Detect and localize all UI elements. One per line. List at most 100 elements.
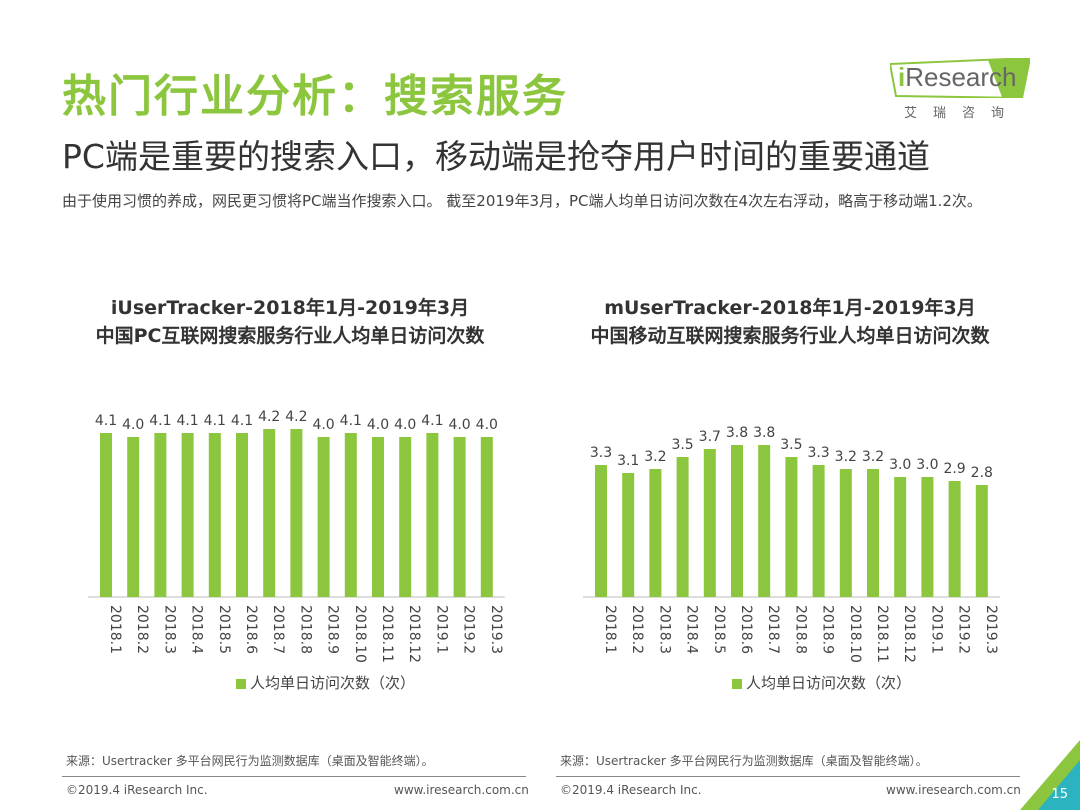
data-label-2018.7: 4.2 bbox=[258, 409, 280, 425]
bar-2019.1 bbox=[426, 433, 439, 597]
data-label-2018.3: 3.2 bbox=[644, 449, 666, 465]
data-label-2018.1: 3.3 bbox=[590, 445, 612, 461]
bar-2018.10 bbox=[344, 433, 357, 597]
data-label-2018.4: 3.5 bbox=[671, 437, 693, 453]
tick-label-2018.3: 2018.3 bbox=[161, 605, 177, 654]
legend-swatch-pc bbox=[236, 678, 246, 689]
page-subtitle: PC端是重要的搜索入口，移动端是抢夺用户时间的重要通道 bbox=[62, 137, 930, 176]
footer-divider-right bbox=[556, 776, 1020, 777]
tick-label-2018.10: 2018.10 bbox=[847, 605, 863, 663]
tick-label-2018.9: 2018.9 bbox=[820, 605, 836, 654]
data-label-2018.3: 4.1 bbox=[149, 413, 171, 429]
page-description: 由于使用习惯的养成，网民更习惯将PC端当作搜索入口。 截至2019年3月，PC端… bbox=[62, 192, 982, 210]
bar-2018.10 bbox=[839, 469, 852, 597]
data-label-2018.12: 3.0 bbox=[889, 457, 911, 473]
bar-2019.3 bbox=[480, 437, 493, 597]
tick-label-2019.3: 2019.3 bbox=[983, 605, 999, 654]
tick-label-2018.8: 2018.8 bbox=[297, 605, 313, 654]
logo-banner-shape bbox=[890, 58, 1030, 98]
bar-2018.6 bbox=[236, 433, 248, 597]
tick-label-2018.4: 2018.4 bbox=[189, 605, 205, 654]
tick-label-2018.7: 2018.7 bbox=[765, 605, 781, 654]
footer-copyright-left: ©2019.4 iResearch Inc. bbox=[66, 783, 208, 797]
tick-label-2018.10: 2018.10 bbox=[352, 605, 368, 663]
data-label-2018.6: 3.8 bbox=[726, 425, 748, 441]
legend-pc: 人均单日访问次数（次） bbox=[236, 672, 415, 693]
source-note-mobile: 来源：Usertracker 多平台网民行为监测数据库（桌面及智能终端）。 bbox=[560, 754, 928, 768]
chart-title-pc-line1: iUserTracker-2018年1月-2019年3月 bbox=[110, 297, 470, 319]
bar-2018.3 bbox=[154, 433, 167, 597]
bar-2018.6 bbox=[731, 445, 743, 597]
bar-2018.4 bbox=[181, 433, 194, 597]
footer-copyright-right: ©2019.4 iResearch Inc. bbox=[560, 783, 702, 797]
bar-2018.2 bbox=[127, 437, 140, 597]
data-label-2018.7: 3.8 bbox=[753, 425, 775, 441]
chart-title-pc: iUserTracker-2018年1月-2019年3月 中国PC互联网搜索服务… bbox=[40, 294, 540, 350]
tick-label-2019.2: 2019.2 bbox=[461, 605, 477, 654]
data-label-2019.1: 3.0 bbox=[916, 457, 938, 473]
tick-label-2018.1: 2018.1 bbox=[107, 605, 123, 654]
chart-mobile: 3.3 2018.1 3.1 2018.2 3.2 2018.3 3.5 2018.4 3.7 2… bbox=[583, 425, 1000, 663]
footer-divider-left bbox=[62, 776, 526, 777]
bar-2018.11 bbox=[372, 437, 384, 597]
tick-label-2019.2: 2019.2 bbox=[956, 605, 972, 654]
data-label-2018.2: 3.1 bbox=[617, 453, 639, 469]
bar-2018.4 bbox=[676, 457, 689, 597]
tick-label-2019.1: 2019.1 bbox=[928, 605, 944, 654]
bar-2018.9 bbox=[317, 437, 330, 597]
page-number: 15 bbox=[1051, 787, 1068, 802]
data-label-2018.9: 3.3 bbox=[807, 445, 829, 461]
tick-label-2018.6: 2018.6 bbox=[243, 605, 259, 654]
tick-label-2018.5: 2018.5 bbox=[216, 605, 232, 654]
data-label-2019.3: 4.0 bbox=[476, 417, 498, 433]
footer-website-left: www.iresearch.com.cn bbox=[394, 783, 529, 797]
tick-label-2018.3: 2018.3 bbox=[656, 605, 672, 654]
bar-2018.7 bbox=[263, 429, 276, 597]
legend-swatch-mobile bbox=[732, 678, 742, 689]
legend-label-pc: 人均单日访问次数（次） bbox=[250, 674, 416, 692]
tick-label-2019.1: 2019.1 bbox=[433, 605, 449, 654]
data-label-2019.2: 4.0 bbox=[448, 417, 470, 433]
bar-2019.2 bbox=[948, 481, 961, 597]
tick-label-2018.2: 2018.2 bbox=[629, 605, 645, 654]
chart-title-mobile-line1: mUserTracker-2018年1月-2019年3月 bbox=[604, 297, 976, 319]
bar-2019.1 bbox=[921, 477, 934, 597]
data-label-2018.5: 3.7 bbox=[699, 429, 721, 445]
bar-2018.5 bbox=[208, 433, 221, 597]
data-label-2018.11: 4.0 bbox=[367, 417, 389, 433]
bar-2018.9 bbox=[812, 465, 825, 597]
chart-title-mobile-line2: 中国移动互联网搜索服务行业人均单日访问次数 bbox=[590, 325, 990, 347]
data-label-2018.1: 4.1 bbox=[95, 413, 117, 429]
chart-title-mobile: mUserTracker-2018年1月-2019年3月 中国移动互联网搜索服务… bbox=[540, 294, 1040, 350]
data-label-2018.4: 4.1 bbox=[176, 413, 198, 429]
bar-2018.8 bbox=[290, 429, 303, 597]
chart-pc: 4.1 2018.1 4.0 2018.2 4.1 2018.3 4.1 2018.4 4.1 2… bbox=[88, 409, 505, 663]
tick-label-2018.12: 2018.12 bbox=[406, 605, 422, 663]
logo-subtitle: 艾瑞咨询 bbox=[904, 106, 1021, 121]
page-title: 热门行业分析：搜索服务 bbox=[62, 71, 568, 122]
legend-mobile: 人均单日访问次数（次） bbox=[732, 672, 911, 693]
bar-2018.5 bbox=[703, 449, 716, 597]
tick-label-2018.9: 2018.9 bbox=[325, 605, 341, 654]
data-label-2018.12: 4.0 bbox=[394, 417, 416, 433]
legend-label-mobile: 人均单日访问次数（次） bbox=[746, 674, 912, 692]
chart-title-pc-line2: 中国PC互联网搜索服务行业人均单日访问次数 bbox=[95, 325, 485, 347]
tick-label-2019.3: 2019.3 bbox=[488, 605, 504, 654]
data-label-2018.2: 4.0 bbox=[122, 417, 144, 433]
tick-label-2018.5: 2018.5 bbox=[711, 605, 727, 654]
data-label-2018.11: 3.2 bbox=[862, 449, 884, 465]
iresearch-logo: iResearch 艾瑞咨询 bbox=[890, 58, 1030, 121]
tick-label-2018.6: 2018.6 bbox=[738, 605, 754, 654]
tick-label-2018.2: 2018.2 bbox=[134, 605, 150, 654]
data-label-2018.8: 3.5 bbox=[780, 437, 802, 453]
data-label-2018.8: 4.2 bbox=[285, 409, 307, 425]
source-note-pc: 来源：Usertracker 多平台网民行为监测数据库（桌面及智能终端）。 bbox=[66, 754, 434, 768]
tick-label-2018.8: 2018.8 bbox=[792, 605, 808, 654]
data-label-2018.10: 3.2 bbox=[835, 449, 857, 465]
data-label-2019.3: 2.8 bbox=[971, 465, 993, 481]
bar-2018.2 bbox=[622, 473, 635, 597]
bar-2018.1 bbox=[595, 465, 607, 597]
bar-2018.12 bbox=[399, 437, 412, 597]
bar-2018.3 bbox=[649, 469, 662, 597]
footer-website-right: www.iresearch.com.cn bbox=[886, 783, 1021, 797]
